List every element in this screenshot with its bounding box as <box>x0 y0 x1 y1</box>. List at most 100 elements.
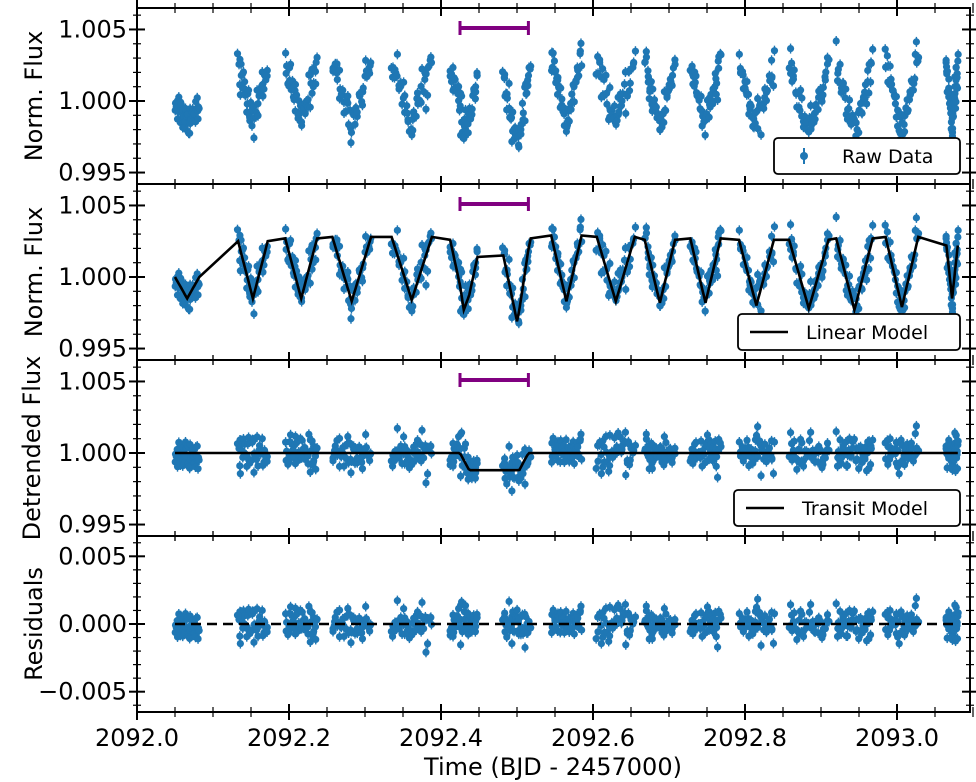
data-point <box>602 89 611 97</box>
data-point <box>194 115 202 123</box>
data-point <box>618 97 626 105</box>
data-point <box>596 56 604 64</box>
data-point <box>866 460 875 469</box>
data-point <box>457 268 466 276</box>
data-point <box>688 62 696 70</box>
data-point <box>186 305 194 313</box>
data-point <box>505 255 513 264</box>
data-point <box>763 87 771 95</box>
data-point <box>509 108 517 116</box>
data-point <box>312 256 320 264</box>
data-point <box>464 129 472 137</box>
data-point <box>344 268 352 276</box>
data-point <box>236 632 244 640</box>
data-point <box>648 465 656 473</box>
data-point <box>562 436 570 444</box>
data-point <box>301 110 309 118</box>
data-point <box>814 105 822 114</box>
data-point <box>701 131 709 139</box>
data-point <box>701 307 709 315</box>
data-point <box>754 94 762 103</box>
data-point <box>735 226 743 234</box>
data-point <box>644 67 652 75</box>
data-point <box>282 69 290 78</box>
data-point <box>570 98 578 106</box>
data-point <box>455 258 463 267</box>
data-point <box>668 71 677 80</box>
data-point <box>717 227 725 235</box>
data-point <box>823 439 832 447</box>
data-point <box>631 441 640 450</box>
data-point <box>743 78 751 86</box>
data-point <box>282 49 290 57</box>
data-point <box>821 76 829 84</box>
data-point <box>622 285 630 294</box>
data-point <box>286 236 295 244</box>
data-point <box>503 480 511 488</box>
data-point <box>697 92 705 100</box>
data-point <box>954 226 962 234</box>
data-point <box>603 100 611 108</box>
data-point <box>367 59 375 67</box>
data-point <box>850 435 858 443</box>
data-point <box>578 455 586 463</box>
data-point <box>194 465 202 473</box>
data-point <box>457 429 466 437</box>
data-point <box>577 430 585 438</box>
data-point <box>836 436 844 444</box>
data-point <box>795 445 803 453</box>
data-point <box>914 229 923 238</box>
data-point <box>351 120 359 129</box>
data-point <box>508 487 516 495</box>
data-point <box>786 429 795 437</box>
data-point <box>576 223 584 231</box>
data-point <box>195 627 203 635</box>
data-point <box>943 67 952 75</box>
data-point <box>413 89 422 97</box>
data-point <box>799 457 808 465</box>
data-point <box>244 86 253 94</box>
data-point <box>468 105 476 113</box>
data-point <box>768 455 776 463</box>
data-point <box>362 430 370 439</box>
data-point <box>567 105 575 114</box>
data-point <box>799 462 808 470</box>
data-point <box>793 465 801 474</box>
data-point <box>855 129 863 137</box>
data-point <box>519 469 527 478</box>
data-point <box>557 84 565 92</box>
data-point <box>473 459 481 467</box>
data-point <box>883 52 891 60</box>
data-point <box>427 442 435 450</box>
data-point <box>768 74 776 82</box>
data-point <box>473 248 481 256</box>
data-point <box>500 74 509 82</box>
data-point <box>427 53 435 61</box>
data-point <box>869 221 877 229</box>
data-point <box>505 79 513 88</box>
data-point <box>671 444 679 452</box>
data-point <box>631 223 640 231</box>
data-point <box>912 422 921 430</box>
data-point <box>855 464 863 473</box>
data-point <box>647 78 655 86</box>
data-point <box>602 71 610 79</box>
data-point <box>757 131 765 139</box>
data-point <box>594 457 602 465</box>
data-point <box>400 78 408 86</box>
data-point <box>503 94 511 102</box>
data-point <box>393 226 401 234</box>
data-point <box>194 635 202 643</box>
data-point <box>524 82 532 90</box>
data-point <box>413 265 422 273</box>
data-point <box>671 60 679 69</box>
data-point <box>762 458 771 466</box>
data-point <box>254 112 262 120</box>
data-point <box>306 279 314 287</box>
data-point <box>606 259 614 268</box>
data-point <box>186 129 194 137</box>
data-point <box>186 464 194 472</box>
data-point <box>649 85 657 93</box>
data-point <box>358 101 367 109</box>
